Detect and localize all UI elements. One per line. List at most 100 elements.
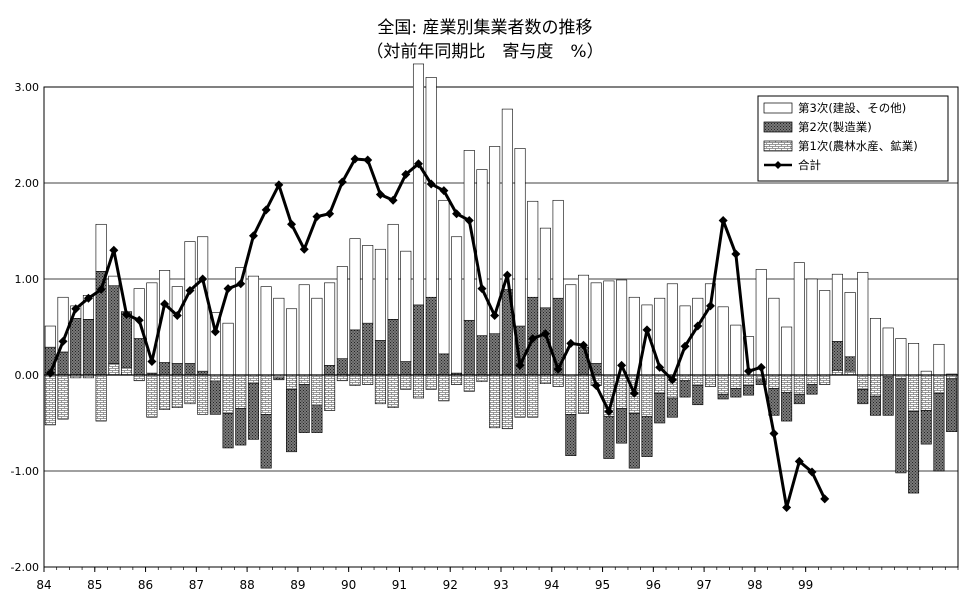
bar-secondary bbox=[286, 389, 298, 453]
bar-secondary bbox=[679, 380, 691, 398]
bar-primary bbox=[374, 374, 386, 405]
total-point bbox=[236, 279, 246, 289]
legend-label: 第1次(農林水産、鉱業) bbox=[798, 139, 918, 153]
bar-tertiary bbox=[628, 296, 640, 376]
bar-tertiary bbox=[349, 238, 361, 331]
total-point bbox=[185, 286, 195, 296]
bar-primary bbox=[552, 374, 564, 387]
bar-tertiary bbox=[717, 306, 729, 376]
bar-secondary bbox=[603, 415, 615, 459]
total-point bbox=[680, 341, 690, 351]
total-point bbox=[502, 270, 512, 280]
total-point bbox=[667, 375, 677, 385]
bar-tertiary bbox=[831, 273, 843, 342]
bar-tertiary bbox=[616, 279, 628, 376]
bar-tertiary bbox=[311, 297, 323, 376]
bar-secondary bbox=[260, 414, 272, 469]
bar-tertiary bbox=[400, 250, 412, 362]
bar-primary bbox=[514, 374, 526, 418]
total-point bbox=[299, 244, 309, 254]
bar-tertiary bbox=[819, 290, 831, 376]
bar-primary bbox=[920, 374, 932, 411]
bar-secondary bbox=[654, 392, 666, 424]
total-point bbox=[147, 357, 157, 367]
bar-primary bbox=[908, 374, 920, 412]
x-tick-label: 97 bbox=[696, 578, 711, 592]
bar-secondary bbox=[121, 311, 133, 368]
total-point bbox=[642, 325, 652, 335]
y-tick-label: 2.00 bbox=[15, 177, 40, 190]
chart-subtitle: （対前年同期比 寄与度 %） bbox=[366, 42, 604, 62]
total-point bbox=[477, 284, 487, 294]
bar-tertiary bbox=[793, 262, 805, 376]
bar-primary bbox=[133, 374, 145, 382]
bar-secondary bbox=[57, 351, 69, 376]
total-point bbox=[769, 429, 779, 439]
total-point bbox=[401, 169, 411, 179]
bar-secondary bbox=[920, 410, 932, 445]
bar-primary bbox=[654, 374, 666, 394]
bar-primary bbox=[743, 374, 755, 386]
legend-label: 第3次(建設、その他) bbox=[798, 101, 906, 115]
bar-secondary bbox=[616, 408, 628, 444]
total-point bbox=[363, 155, 373, 165]
bar-tertiary bbox=[260, 286, 272, 376]
bar-tertiary bbox=[298, 284, 310, 376]
bar-primary bbox=[463, 374, 475, 392]
total-point bbox=[71, 304, 81, 314]
bar-secondary bbox=[641, 415, 653, 457]
bar-primary bbox=[565, 374, 577, 415]
total-point bbox=[515, 360, 525, 370]
bar-secondary bbox=[133, 338, 145, 376]
bar-primary bbox=[933, 374, 945, 394]
legend-label: 第2次(製造業) bbox=[798, 120, 872, 134]
bar-secondary bbox=[781, 391, 793, 422]
bar-primary bbox=[400, 374, 412, 390]
total-point bbox=[731, 249, 741, 259]
bar-secondary bbox=[235, 408, 247, 446]
x-tick-label: 90 bbox=[341, 578, 356, 592]
bar-tertiary bbox=[286, 308, 298, 376]
bar-tertiary bbox=[159, 270, 171, 363]
bar-tertiary bbox=[438, 199, 450, 355]
bar-primary bbox=[704, 374, 716, 387]
bar-tertiary bbox=[527, 200, 539, 298]
total-point bbox=[604, 406, 614, 416]
total-point bbox=[540, 329, 550, 339]
bar-primary bbox=[527, 374, 539, 418]
total-point bbox=[45, 368, 55, 378]
total-point bbox=[629, 388, 639, 398]
total-point bbox=[83, 293, 93, 303]
bar-primary bbox=[146, 374, 158, 418]
bar-primary bbox=[108, 363, 120, 376]
bar-primary bbox=[717, 374, 729, 395]
bar-tertiary bbox=[590, 282, 602, 364]
legend-swatch bbox=[763, 140, 793, 152]
bar-primary bbox=[806, 374, 818, 385]
bar-secondary bbox=[857, 389, 869, 405]
bar-primary bbox=[819, 374, 831, 385]
bar-primary bbox=[121, 367, 133, 376]
bar-tertiary bbox=[273, 297, 285, 376]
bar-primary bbox=[311, 374, 323, 407]
y-tick-label: 1.00 bbox=[15, 273, 40, 286]
bar-secondary bbox=[946, 378, 958, 432]
bar-tertiary bbox=[222, 322, 234, 376]
bar-secondary bbox=[425, 296, 437, 376]
bar-secondary bbox=[565, 414, 577, 456]
y-tick-label: -1.00 bbox=[11, 465, 39, 478]
total-point bbox=[490, 310, 500, 320]
x-tick-label: 98 bbox=[747, 578, 762, 592]
total-point bbox=[210, 327, 220, 337]
total-point bbox=[794, 456, 804, 466]
bar-secondary bbox=[692, 385, 704, 406]
axes: 3.00 2.00 1.00 0.00 -1.00 -2.00 84 85 86 87 88 89 90… bbox=[11, 81, 959, 592]
total-point bbox=[718, 215, 728, 225]
bar-secondary bbox=[171, 363, 183, 376]
x-tick-label: 87 bbox=[189, 578, 204, 592]
bar-primary bbox=[209, 374, 221, 383]
bar-tertiary bbox=[108, 275, 120, 287]
bar-primary bbox=[679, 374, 691, 382]
bar-secondary bbox=[222, 413, 234, 449]
bar-primary bbox=[184, 374, 196, 405]
